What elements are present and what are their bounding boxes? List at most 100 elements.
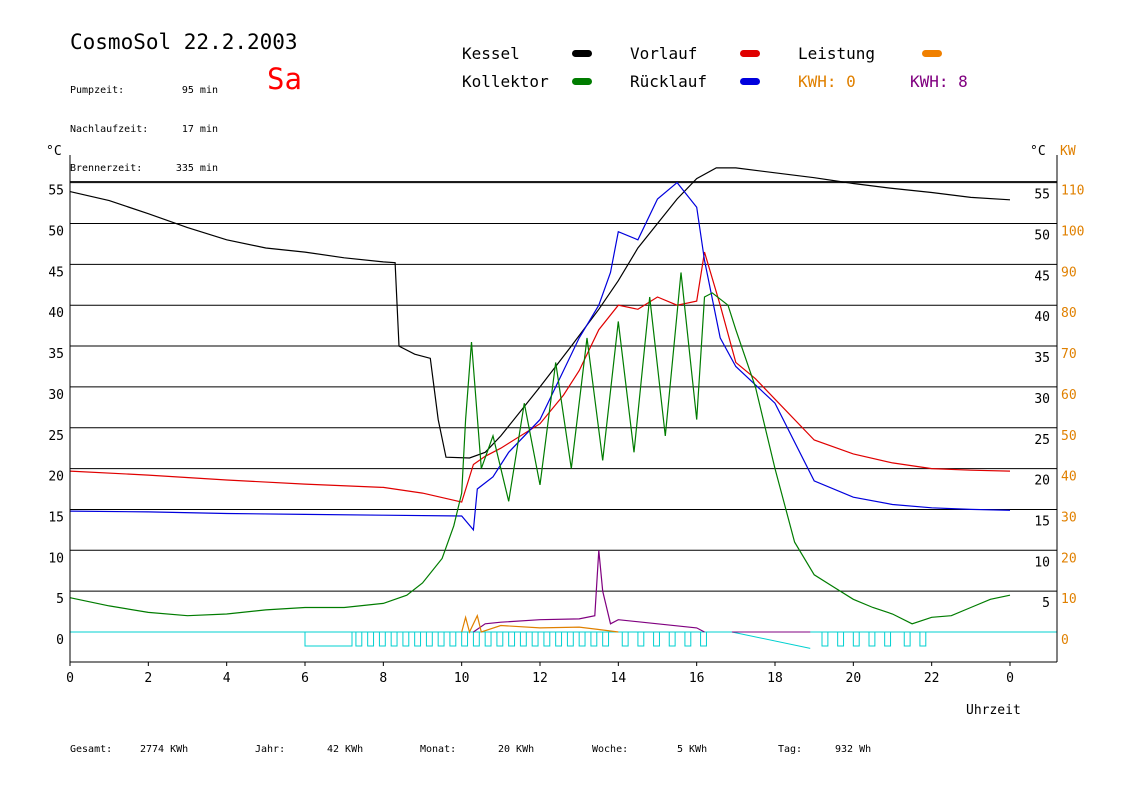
pump-ramp bbox=[731, 631, 811, 649]
y-tick-left-45: 45 bbox=[48, 265, 64, 280]
pump-pulse-8 bbox=[437, 631, 445, 647]
x-axis-label: Uhrzeit bbox=[966, 703, 1021, 718]
y-tick-right-temp-5: 5 bbox=[1042, 596, 1050, 611]
legend-kwh-total: KWH: 8 bbox=[910, 72, 968, 91]
pump-pulse-1 bbox=[355, 631, 363, 647]
x-tick-2: 4 bbox=[223, 671, 231, 686]
stats-labels: Pumpzeit: Nachlaufzeit: Brennerzeit: bbox=[70, 58, 148, 188]
footer-gesamt-value: 2774 KWh bbox=[140, 744, 189, 755]
legend-leistung-swatch bbox=[922, 50, 942, 57]
chart-title: CosmoSol 22.2.2003 bbox=[70, 30, 298, 54]
series-kollektor-line bbox=[69, 272, 1011, 625]
legend-kollektor-swatch bbox=[572, 78, 592, 85]
pump-pulse-20 bbox=[578, 631, 586, 647]
pump-pulse-0 bbox=[304, 631, 353, 647]
stat-nachlaufzeit-label: Nachlaufzeit: bbox=[70, 124, 149, 135]
legend-leistung-label: Leistung bbox=[798, 44, 876, 63]
y-tick-left-30: 30 bbox=[48, 388, 64, 403]
x-tick-7: 14 bbox=[611, 671, 627, 686]
x-tick-12: 0 bbox=[1006, 671, 1014, 686]
pump-pulse-32 bbox=[868, 631, 876, 647]
legend-ruecklauf-swatch bbox=[740, 78, 760, 85]
footer-gesamt-label: Gesamt: bbox=[70, 744, 113, 755]
y-tick-right-kw-40: 40 bbox=[1061, 470, 1077, 485]
y-tick-right-temp-45: 45 bbox=[1034, 269, 1050, 284]
y-tick-right-kw-90: 90 bbox=[1061, 265, 1077, 280]
y-tick-right-kw-80: 80 bbox=[1061, 306, 1077, 321]
y-tick-right-temp-30: 30 bbox=[1034, 392, 1050, 407]
pump-pulse-10 bbox=[461, 631, 469, 647]
pump-pulse-29 bbox=[821, 631, 829, 647]
y-axis-right-unit-temp: °C bbox=[1030, 144, 1046, 159]
pump-pulse-28 bbox=[700, 631, 707, 647]
stat-brennerzeit-label: Brennerzeit: bbox=[70, 163, 143, 174]
legend-kollektor-label: Kollektor bbox=[462, 72, 549, 91]
y-tick-left-5: 5 bbox=[56, 592, 64, 607]
y-tick-right-temp-25: 25 bbox=[1034, 433, 1050, 448]
x-tick-4: 8 bbox=[379, 671, 387, 686]
weekday-label: Sa bbox=[267, 62, 302, 96]
y-tick-right-kw-20: 20 bbox=[1061, 551, 1077, 566]
y-tick-left-25: 25 bbox=[48, 429, 64, 444]
pump-pulse-35 bbox=[919, 631, 927, 647]
y-axis-left-unit: °C bbox=[46, 144, 62, 159]
y-tick-left-50: 50 bbox=[48, 225, 64, 240]
stat-nachlaufzeit-value: 17 min bbox=[181, 124, 218, 135]
pump-pulse-27 bbox=[684, 631, 692, 647]
footer-tag-label: Tag: bbox=[778, 744, 803, 755]
pump-pulse-34 bbox=[903, 631, 911, 647]
pump-pulse-7 bbox=[425, 631, 433, 647]
legend-ruecklauf-label: Rücklauf bbox=[630, 72, 708, 91]
pump-pulse-5 bbox=[402, 631, 410, 647]
y-tick-left-0: 0 bbox=[56, 633, 64, 648]
series-ruecklauf-line bbox=[69, 181, 1011, 532]
y-tick-right-kw-0: 0 bbox=[1061, 633, 1069, 648]
pump-pulse-6 bbox=[414, 631, 422, 647]
pump-pulse-4 bbox=[390, 631, 398, 647]
footer-jahr-value: 42 KWh bbox=[327, 744, 364, 755]
series-leistung-line bbox=[461, 613, 619, 634]
pump-pulse-23 bbox=[621, 631, 629, 647]
stat-pumpzeit-label: Pumpzeit: bbox=[70, 85, 125, 96]
pump-pulse-9 bbox=[449, 631, 457, 647]
y-axis-right-unit-kw: KW bbox=[1060, 144, 1076, 159]
footer-monat-label: Monat: bbox=[420, 744, 457, 755]
stat-pumpzeit-value: 95 min bbox=[181, 85, 218, 96]
y-tick-right-temp-55: 55 bbox=[1034, 188, 1050, 203]
pump-pulse-18 bbox=[555, 631, 563, 647]
series-vorlauf-line bbox=[69, 251, 1011, 503]
y-tick-right-kw-100: 100 bbox=[1061, 225, 1084, 240]
x-tick-9: 18 bbox=[767, 671, 783, 686]
footer-jahr-label: Jahr: bbox=[255, 744, 286, 755]
pump-pulse-19 bbox=[566, 631, 574, 647]
y-tick-right-temp-15: 15 bbox=[1034, 514, 1050, 529]
pump-pulse-14 bbox=[508, 631, 516, 647]
pump-pulse-21 bbox=[590, 631, 598, 647]
x-tick-1: 2 bbox=[144, 671, 152, 686]
pump-pulse-16 bbox=[531, 631, 539, 647]
pump-pulse-31 bbox=[852, 631, 860, 647]
footer-tag-value: 932 Wh bbox=[835, 744, 872, 755]
x-tick-11: 22 bbox=[924, 671, 940, 686]
x-tick-10: 20 bbox=[846, 671, 862, 686]
x-tick-5: 10 bbox=[454, 671, 470, 686]
y-tick-right-kw-70: 70 bbox=[1061, 347, 1077, 362]
y-tick-left-40: 40 bbox=[48, 306, 64, 321]
pump-pulse-3 bbox=[378, 631, 386, 647]
legend-kessel-swatch bbox=[572, 50, 592, 57]
y-tick-right-temp-35: 35 bbox=[1034, 351, 1050, 366]
x-tick-3: 6 bbox=[301, 671, 309, 686]
y-tick-right-kw-110: 110 bbox=[1061, 184, 1084, 199]
legend-kessel-label: Kessel bbox=[462, 44, 520, 63]
footer-woche-label: Woche: bbox=[592, 744, 629, 755]
y-tick-right-kw-60: 60 bbox=[1061, 388, 1077, 403]
stat-brennerzeit-value: 335 min bbox=[175, 163, 218, 174]
y-tick-left-20: 20 bbox=[48, 470, 64, 485]
pump-pulse-30 bbox=[837, 631, 845, 647]
y-tick-left-10: 10 bbox=[48, 551, 64, 566]
legend-vorlauf-swatch bbox=[740, 50, 760, 57]
pump-pulse-11 bbox=[472, 631, 480, 647]
pump-pulse-15 bbox=[519, 631, 527, 647]
stats-values: 95 min 17 min 335 min bbox=[170, 58, 218, 188]
pump-pulse-12 bbox=[484, 631, 492, 647]
